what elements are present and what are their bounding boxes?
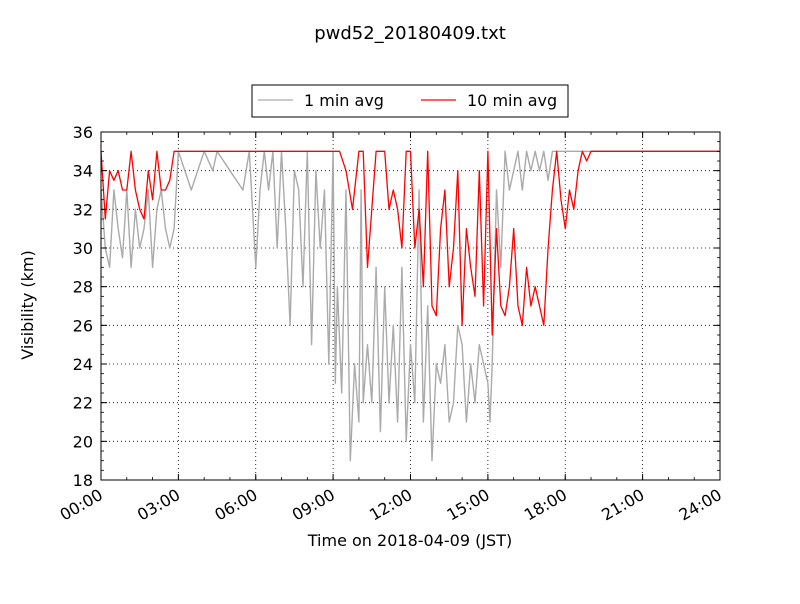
x-tick-label: 24:00: [676, 485, 725, 525]
plot-frame: [100, 131, 721, 481]
series-group: [100, 150, 720, 462]
chart-title: pwd52_20180409.txt: [314, 23, 506, 44]
legend-label-10min: 10 min avg: [467, 91, 557, 110]
series-line-10min-avg: [100, 150, 720, 336]
y-tick-label: 32: [73, 200, 93, 219]
x-tick-label: 03:00: [134, 485, 183, 525]
y-tick-label: 18: [73, 471, 93, 490]
legend-box: [251, 84, 569, 118]
y-tick-label: 36: [73, 123, 93, 142]
x-axis-label: Time on 2018-04-09 (JST): [307, 531, 512, 550]
axes: 00:00 03:00 06:00 09:00 12:00 15:00 18:00 21:00…: [57, 123, 725, 525]
y-tick-label: 34: [73, 162, 93, 181]
legend: 1 min avg 10 min avg: [251, 84, 569, 118]
x-tick-label: 09:00: [289, 485, 338, 525]
x-tick-label: 06:00: [211, 485, 260, 525]
y-axis-label: Visibility (km): [18, 250, 37, 359]
y-tick-label: 30: [73, 239, 93, 258]
y-tick-label: 26: [73, 316, 93, 335]
legend-label-1min: 1 min avg: [304, 91, 384, 110]
y-tick-label: 22: [73, 394, 93, 413]
y-tick-label: 20: [73, 432, 93, 451]
x-tick-label: 18:00: [521, 485, 570, 525]
series-line-1min-avg: [100, 150, 718, 462]
x-tick-label: 12:00: [366, 485, 415, 525]
y-tick-label: 24: [73, 355, 93, 374]
x-tick-label: 15:00: [443, 485, 492, 525]
y-tick-label: 28: [73, 278, 93, 297]
x-tick-label: 00:00: [57, 485, 106, 525]
x-tick-label: 21:00: [598, 485, 647, 525]
